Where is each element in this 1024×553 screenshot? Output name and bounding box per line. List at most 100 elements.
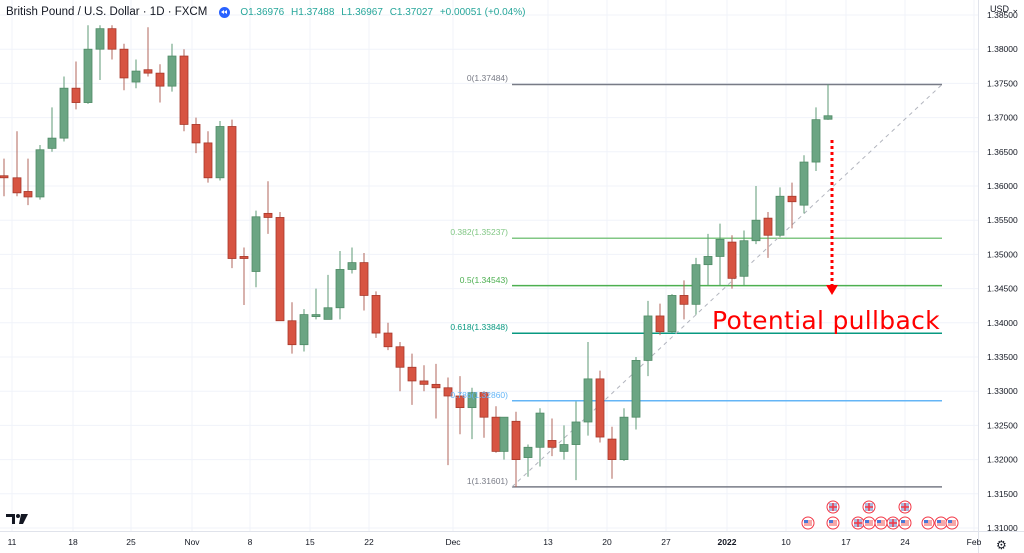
candle-up[interactable] (335, 269, 345, 309)
currency-selector[interactable]: USD ⌄ (990, 4, 1020, 14)
candle-down[interactable] (443, 387, 453, 397)
candle-down[interactable] (155, 72, 165, 87)
fib-label-0.618: 0.618(1.33848) (450, 322, 508, 333)
candle-down[interactable] (119, 48, 129, 79)
candle-up[interactable] (619, 416, 629, 460)
candle-up[interactable] (59, 87, 69, 139)
candle-down[interactable] (547, 440, 557, 448)
change-value: +0.00051 (+0.04%) (439, 6, 526, 18)
candle-down[interactable] (595, 378, 605, 438)
time-tick-label: 13 (543, 537, 553, 547)
candle-down[interactable] (203, 142, 213, 179)
candle-down[interactable] (23, 191, 33, 198)
time-tick-label: 20 (602, 537, 612, 547)
candle-up[interactable] (299, 314, 309, 346)
candle-up[interactable] (499, 416, 509, 452)
us-flag-canton (865, 520, 869, 523)
price-tick-label: 1.38000 (987, 44, 1018, 54)
time-tick-label: 11 (8, 537, 17, 547)
time-tick-label: 17 (841, 537, 851, 547)
candle-down[interactable] (679, 295, 689, 305)
price-tick-label: 1.31000 (987, 523, 1018, 533)
candle-down[interactable] (239, 256, 249, 259)
candle-down[interactable] (275, 217, 285, 322)
candle-up[interactable] (811, 119, 821, 163)
candle-up[interactable] (95, 28, 105, 50)
candle-up[interactable] (703, 256, 713, 266)
candle-down[interactable] (395, 346, 405, 368)
arrow-head-icon (826, 285, 838, 295)
candle-up[interactable] (83, 48, 93, 103)
candle-down[interactable] (0, 175, 9, 179)
time-tick-label: 10 (781, 537, 791, 547)
candle-down[interactable] (107, 28, 117, 50)
candle-down[interactable] (179, 55, 189, 125)
time-tick-label: 18 (68, 537, 78, 547)
candle-down[interactable] (191, 124, 201, 144)
high-value: H1.37488 (291, 6, 335, 18)
candle-up[interactable] (323, 307, 333, 320)
candle-down[interactable] (607, 438, 617, 460)
replay-rewind-icon[interactable] (219, 6, 231, 18)
candle-down[interactable] (71, 87, 81, 103)
us-flag-canton (804, 520, 808, 523)
candle-down[interactable] (407, 366, 417, 382)
fib-label-0.786: 0.786(1.32860) (450, 389, 508, 400)
candle-down[interactable] (431, 383, 441, 389)
candle-up[interactable] (131, 70, 141, 83)
candle-up[interactable] (167, 55, 177, 87)
candle-up[interactable] (347, 262, 357, 270)
tradingview-logo-icon[interactable] (6, 513, 30, 525)
candle-up[interactable] (467, 392, 477, 409)
candle-up[interactable] (715, 238, 725, 257)
candle-up[interactable] (751, 219, 761, 242)
us-flag-canton (829, 520, 833, 523)
candle-up[interactable] (799, 161, 809, 206)
candle-up[interactable] (251, 216, 261, 272)
candle-down[interactable] (227, 126, 237, 259)
candle-down[interactable] (763, 217, 773, 236)
candle-up[interactable] (311, 314, 321, 317)
candle-down[interactable] (287, 320, 297, 346)
price-tick-label: 1.33500 (987, 352, 1018, 362)
candle-down[interactable] (263, 212, 273, 218)
candle-up[interactable] (823, 115, 833, 120)
candle-up[interactable] (571, 421, 581, 445)
candle-up[interactable] (691, 264, 701, 305)
candle-down[interactable] (455, 395, 465, 409)
price-tick-label: 1.35000 (987, 249, 1018, 259)
candle-up[interactable] (523, 446, 533, 458)
candle-down[interactable] (479, 392, 489, 418)
candle-down[interactable] (371, 295, 381, 334)
candle-down[interactable] (511, 420, 521, 460)
candle-up[interactable] (47, 137, 57, 149)
candle-down[interactable] (491, 416, 501, 452)
candle-down[interactable] (787, 195, 797, 203)
price-tick-label: 1.37500 (987, 78, 1018, 88)
candle-up[interactable] (739, 240, 749, 277)
price-tick-label: 1.37000 (987, 113, 1018, 123)
candle-down[interactable] (655, 315, 665, 333)
symbol-title[interactable]: British Pound / U.S. Dollar · 1D · FXCM (6, 6, 208, 18)
candle-up[interactable] (775, 195, 785, 236)
candle-up[interactable] (643, 315, 653, 361)
annotation-text: Potential pullback (712, 306, 940, 335)
candle-down[interactable] (12, 177, 22, 194)
candle-up[interactable] (559, 444, 569, 452)
time-tick-label: 15 (305, 537, 315, 547)
candle-up[interactable] (583, 378, 593, 423)
candle-down[interactable] (419, 380, 429, 385)
candle-down[interactable] (143, 69, 153, 74)
fib-label-0: 0(1.37484) (466, 73, 508, 84)
candle-down[interactable] (383, 332, 393, 348)
candle-down[interactable] (727, 241, 737, 279)
candle-up[interactable] (215, 126, 225, 179)
candle-up[interactable] (535, 412, 545, 448)
candle-up[interactable] (35, 149, 45, 198)
candle-up[interactable] (631, 360, 641, 418)
candle-up[interactable] (667, 295, 677, 333)
settings-gear-icon[interactable]: ⚙ (996, 538, 1007, 552)
candle-down[interactable] (359, 262, 369, 296)
